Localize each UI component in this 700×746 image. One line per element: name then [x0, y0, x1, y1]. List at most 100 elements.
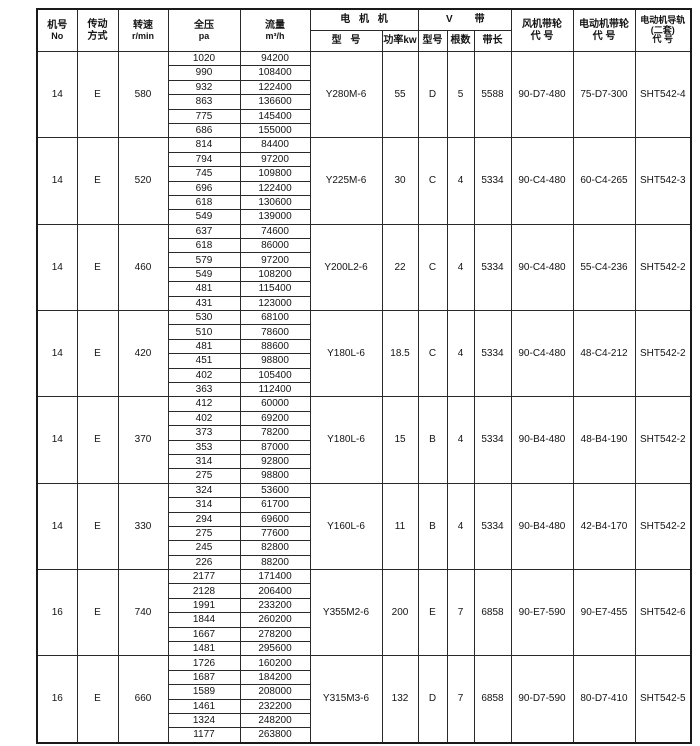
- pressure-cell: 2128: [167, 583, 241, 599]
- header-machine-no: 机号 No: [36, 8, 78, 52]
- motor-model-cell: Y200L2-6: [309, 223, 383, 312]
- flow-cell: 69200: [239, 410, 311, 427]
- motor-model-cell: Y315M3-6: [309, 655, 383, 744]
- flow-cell: 82800: [239, 540, 311, 556]
- table-row: 794 97200: [37, 151, 691, 168]
- pressure-cell: 324: [167, 482, 241, 499]
- transmission-cell: E: [76, 50, 119, 139]
- pressure-cell: 314: [167, 453, 241, 470]
- table-row: 745 109800: [37, 166, 691, 182]
- pressure-cell: 353: [167, 439, 241, 455]
- machine-no-cell: 14: [36, 223, 78, 312]
- transmission-cell: E: [76, 569, 119, 657]
- pressure-cell: 1726: [167, 655, 241, 671]
- fan-pulley-cell: 90-C4-480: [510, 310, 574, 398]
- motor-pulley-cell: 42-B4-170: [572, 482, 636, 571]
- fan-pulley-cell: 90-E7-590: [510, 569, 574, 657]
- flow-cell: 263800: [239, 727, 311, 744]
- flow-cell: 123000: [239, 295, 311, 312]
- flow-cell: 98800: [239, 468, 311, 484]
- belt-type-cell: D: [417, 655, 448, 744]
- pressure-cell: 314: [167, 497, 241, 513]
- pressure-cell: 1589: [167, 684, 241, 700]
- belt-count-cell: 7: [446, 655, 475, 744]
- motor-rail-cell: SHT542-2: [634, 482, 692, 571]
- pressure-cell: 745: [167, 166, 241, 182]
- flow-cell: 206400: [239, 583, 311, 599]
- fan-pulley-cell: 90-C4-480: [510, 223, 574, 312]
- flow-cell: 184200: [239, 669, 311, 686]
- belt-count-cell: 4: [446, 310, 475, 398]
- spec-table-body: 14 E 580 1020 94200 Y280M-6 55 D 5 5588 90-D7-480 7…: [36, 50, 692, 744]
- flow-cell: 139000: [239, 209, 311, 225]
- table-row: 16 E 660 1726 160200 Y315M3-6 132 D 7 6858 90-D7-5…: [36, 655, 692, 744]
- belt-count-cell: 4: [446, 482, 475, 571]
- header-fan-pulley: 风机带轮 代 号: [510, 8, 574, 52]
- flow-cell: 88600: [239, 338, 311, 355]
- pressure-cell: 637: [167, 223, 241, 240]
- pressure-cell: 275: [167, 525, 241, 542]
- pressure-cell: 1991: [167, 597, 241, 614]
- speed-cell: 460: [117, 223, 169, 312]
- flow-cell: 97200: [239, 151, 311, 168]
- fan-pulley-cell: 90-B4-480: [510, 482, 574, 571]
- pressure-cell: 579: [167, 252, 241, 268]
- flow-cell: 53600: [239, 482, 311, 499]
- belt-length-cell: 5334: [473, 310, 512, 398]
- flow-cell: 98800: [239, 353, 311, 369]
- table-row: 863 136600: [37, 94, 691, 110]
- belt-type-cell: E: [417, 569, 448, 657]
- motor-pulley-cell: 48-C4-212: [572, 310, 636, 398]
- header-machine-no-zh: 机号: [47, 19, 68, 31]
- table-row: 510 78600: [37, 324, 691, 340]
- pressure-cell: 1324: [167, 712, 241, 729]
- pressure-cell: 696: [167, 180, 241, 196]
- header-flow: 流量 m³/h: [239, 8, 311, 52]
- motor-power-cell: 11: [381, 482, 419, 571]
- pressure-cell: 1177: [167, 727, 241, 744]
- pressure-cell: 549: [167, 266, 241, 283]
- machine-no-cell: 14: [36, 310, 78, 398]
- pressure-cell: 294: [167, 511, 241, 527]
- motor-rail-cell: SHT542-2: [634, 310, 692, 398]
- table-row: 1687 184200: [37, 669, 691, 686]
- table-row: 16 E 740 2177 171400 Y355M2-6 200 E 7 6858 90-E7-5…: [36, 569, 692, 657]
- table-row: 363 112400: [37, 381, 691, 398]
- pressure-cell: 794: [167, 151, 241, 168]
- table-row: 14 E 420 530 68100 Y180L-6 18.5 C 4 5334 90-C4-480…: [36, 310, 692, 398]
- table-row: 1481 295600: [37, 641, 691, 657]
- motor-rail-cell: SHT542-3: [634, 137, 692, 225]
- flow-cell: 136600: [239, 94, 311, 110]
- flow-cell: 260200: [239, 612, 311, 628]
- belt-length-cell: 5588: [473, 50, 512, 139]
- pressure-cell: 932: [167, 79, 241, 96]
- fan-pulley-cell: 90-D7-480: [510, 50, 574, 139]
- header-motor-group: 电 机 机: [309, 8, 419, 31]
- table-row: 14 E 370 412 60000 Y180L-6 15 B 4 5334 90-B4-480 48…: [36, 396, 692, 484]
- pressure-cell: 1461: [167, 698, 241, 714]
- table-row: 1177 263800: [37, 727, 691, 744]
- flow-cell: 61700: [239, 497, 311, 513]
- flow-cell: 97200: [239, 252, 311, 268]
- table-row: 579 97200: [37, 252, 691, 268]
- motor-rail-cell: SHT542-2: [634, 223, 692, 312]
- flow-cell: 86000: [239, 238, 311, 254]
- flow-cell: 74600: [239, 223, 311, 240]
- flow-cell: 232200: [239, 698, 311, 714]
- table-row: 2128 206400: [37, 583, 691, 599]
- header-motor-rail: 电动机导轨 (二套) 代 号: [634, 8, 692, 52]
- pressure-cell: 431: [167, 295, 241, 312]
- header-motor-pulley: 电动机带轮 代 号: [572, 8, 636, 52]
- motor-pulley-cell: 90-E7-455: [572, 569, 636, 657]
- pressure-cell: 481: [167, 338, 241, 355]
- flow-cell: 130600: [239, 194, 311, 211]
- table-row: 14 E 580 1020 94200 Y280M-6 55 D 5 5588 90-D7-480 7…: [36, 50, 692, 139]
- pressure-cell: 1020: [167, 50, 241, 67]
- pressure-cell: 2177: [167, 569, 241, 585]
- pressure-cell: 686: [167, 122, 241, 139]
- table-row: 402 69200: [37, 410, 691, 427]
- belt-type-cell: B: [417, 396, 448, 484]
- pressure-cell: 530: [167, 310, 241, 326]
- motor-power-cell: 15: [381, 396, 419, 484]
- flow-cell: 108200: [239, 266, 311, 283]
